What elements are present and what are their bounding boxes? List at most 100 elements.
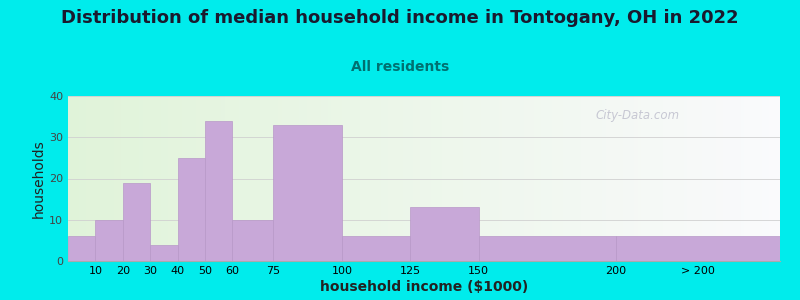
Bar	[513, 96, 517, 261]
Bar	[136, 96, 139, 261]
Bar	[93, 96, 97, 261]
Bar	[214, 96, 218, 261]
Bar	[370, 96, 374, 261]
Bar	[570, 96, 574, 261]
Bar	[687, 96, 691, 261]
Bar	[406, 96, 410, 261]
Bar	[264, 96, 267, 261]
Bar	[71, 96, 75, 261]
Bar	[75, 96, 78, 261]
Bar	[175, 96, 178, 261]
Bar	[306, 96, 310, 261]
Bar	[584, 96, 588, 261]
Bar	[342, 96, 346, 261]
Bar	[634, 96, 638, 261]
Bar	[154, 96, 157, 261]
Bar	[691, 96, 694, 261]
Bar	[677, 96, 680, 261]
Bar	[652, 96, 655, 261]
Bar	[82, 96, 86, 261]
Bar	[613, 96, 616, 261]
Bar	[382, 96, 385, 261]
Bar	[427, 96, 431, 261]
Bar	[367, 96, 370, 261]
Bar	[257, 96, 260, 261]
Bar	[410, 96, 414, 261]
Bar	[363, 96, 367, 261]
Bar	[662, 96, 666, 261]
Bar	[606, 96, 609, 261]
Bar	[755, 96, 758, 261]
Bar	[395, 96, 399, 261]
Bar	[285, 96, 289, 261]
Bar	[178, 96, 182, 261]
Bar	[303, 96, 306, 261]
Bar	[680, 96, 684, 261]
Bar	[538, 96, 542, 261]
Bar	[346, 96, 350, 261]
Bar	[242, 96, 246, 261]
Bar	[139, 96, 142, 261]
Bar	[723, 96, 726, 261]
Bar	[744, 96, 748, 261]
X-axis label: household income ($1000): household income ($1000)	[320, 280, 528, 294]
Bar	[545, 96, 549, 261]
Bar	[459, 96, 463, 261]
Text: Distribution of median household income in Tontogany, OH in 2022: Distribution of median household income …	[61, 9, 739, 27]
Bar	[235, 96, 239, 261]
Bar	[178, 158, 205, 261]
Bar	[485, 96, 488, 261]
Bar	[274, 96, 278, 261]
Bar	[520, 96, 524, 261]
Bar	[321, 96, 324, 261]
Bar	[271, 96, 274, 261]
Bar	[730, 96, 734, 261]
Bar	[719, 96, 723, 261]
Bar	[666, 96, 670, 261]
Bar	[100, 96, 104, 261]
Bar	[566, 96, 570, 261]
Bar	[492, 96, 495, 261]
Bar	[770, 96, 773, 261]
Bar	[218, 96, 221, 261]
Bar	[278, 96, 282, 261]
Bar	[698, 96, 702, 261]
Bar	[531, 96, 534, 261]
Bar	[766, 96, 770, 261]
Bar	[385, 96, 389, 261]
Bar	[446, 96, 449, 261]
Bar	[104, 96, 107, 261]
Bar	[542, 96, 545, 261]
Bar	[517, 96, 520, 261]
Bar	[734, 96, 738, 261]
Bar	[110, 96, 114, 261]
Bar	[453, 96, 456, 261]
Bar	[434, 96, 438, 261]
Bar	[146, 96, 150, 261]
Bar	[331, 96, 335, 261]
Bar	[449, 96, 453, 261]
Bar	[648, 96, 652, 261]
Bar	[239, 96, 242, 261]
Bar	[282, 96, 285, 261]
Bar	[673, 96, 677, 261]
Bar	[356, 96, 360, 261]
Bar	[95, 220, 122, 261]
Bar	[150, 96, 154, 261]
Bar	[107, 96, 110, 261]
Bar	[118, 96, 122, 261]
Bar	[129, 96, 132, 261]
Bar	[168, 96, 171, 261]
Bar	[114, 96, 118, 261]
Bar	[655, 96, 659, 261]
Bar	[417, 96, 421, 261]
Bar	[488, 96, 492, 261]
Bar	[602, 96, 606, 261]
Bar	[506, 96, 510, 261]
Bar	[289, 96, 292, 261]
Bar	[203, 96, 207, 261]
Bar	[474, 96, 478, 261]
Bar	[616, 236, 780, 261]
Bar	[171, 96, 175, 261]
Bar	[90, 96, 93, 261]
